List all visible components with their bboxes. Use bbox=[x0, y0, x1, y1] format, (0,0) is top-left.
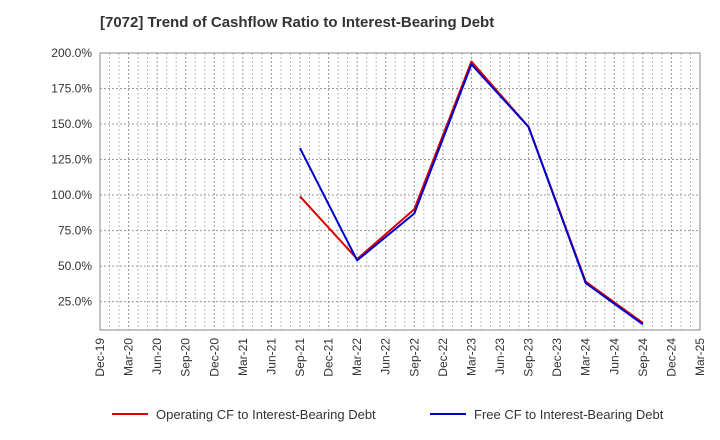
x-tick-label: Sep-22 bbox=[407, 338, 421, 377]
series-line-operating-cf bbox=[299, 60, 644, 324]
x-tick-label: Mar-23 bbox=[464, 338, 478, 376]
x-tick-label: Jun-22 bbox=[379, 338, 393, 375]
x-tick-label: Dec-21 bbox=[322, 338, 336, 377]
y-tick-label: 125.0% bbox=[51, 153, 92, 167]
legend-item-operating-cf: Operating CF to Interest-Bearing Debt bbox=[112, 404, 376, 424]
x-axis-ticks: Dec-19 Mar-20 Jun-20 Sep-20 Dec-20 Mar-21 Jun-… bbox=[93, 338, 707, 377]
plot-frame bbox=[99, 52, 701, 331]
x-tick-label: Sep-20 bbox=[179, 338, 193, 377]
x-tick-label: Mar-22 bbox=[350, 338, 364, 376]
y-tick-label: 100.0% bbox=[51, 188, 92, 202]
x-tick-label: Dec-20 bbox=[207, 338, 221, 377]
x-tick-label: Dec-23 bbox=[550, 338, 564, 377]
x-tick-label: Sep-24 bbox=[636, 338, 650, 377]
chart-title: [7072] Trend of Cashflow Ratio to Intere… bbox=[100, 14, 495, 31]
series-line-free-cf bbox=[299, 63, 644, 326]
legend-item-free-cf: Free CF to Interest-Bearing Debt bbox=[430, 404, 663, 424]
legend-swatch-operating-cf bbox=[112, 413, 148, 415]
x-tick-label: Mar-25 bbox=[693, 338, 707, 376]
x-tick-label: Mar-20 bbox=[122, 338, 136, 376]
legend-label-operating-cf: Operating CF to Interest-Bearing Debt bbox=[156, 406, 376, 422]
x-tick-label: Jun-24 bbox=[607, 338, 621, 375]
legend-swatch-free-cf bbox=[430, 413, 466, 415]
x-tick-label: Dec-19 bbox=[93, 338, 107, 377]
x-tick-label: Mar-24 bbox=[579, 338, 593, 376]
x-tick-label: Dec-22 bbox=[436, 338, 450, 377]
legend-label-free-cf: Free CF to Interest-Bearing Debt bbox=[474, 406, 664, 422]
x-tick-label: Jun-20 bbox=[150, 338, 164, 375]
y-tick-label: 25.0% bbox=[58, 295, 92, 309]
y-axis-ticks: 25.0% 50.0% 75.0% 100.0% 125.0% 150.0% 175.0% 2… bbox=[51, 46, 92, 309]
x-tick-label: Mar-21 bbox=[236, 338, 250, 376]
x-tick-label: Sep-23 bbox=[522, 338, 536, 377]
series-lines bbox=[299, 60, 644, 326]
x-tick-label: Sep-21 bbox=[293, 338, 307, 377]
x-tick-label: Jun-21 bbox=[264, 338, 278, 375]
y-tick-label: 200.0% bbox=[51, 46, 92, 60]
x-tick-label: Dec-24 bbox=[664, 338, 678, 377]
y-tick-label: 150.0% bbox=[51, 117, 92, 131]
grid-lines bbox=[99, 52, 701, 330]
y-tick-label: 175.0% bbox=[51, 82, 92, 96]
y-tick-label: 75.0% bbox=[58, 224, 92, 238]
y-tick-label: 50.0% bbox=[58, 259, 92, 273]
x-tick-label: Jun-23 bbox=[493, 338, 507, 375]
